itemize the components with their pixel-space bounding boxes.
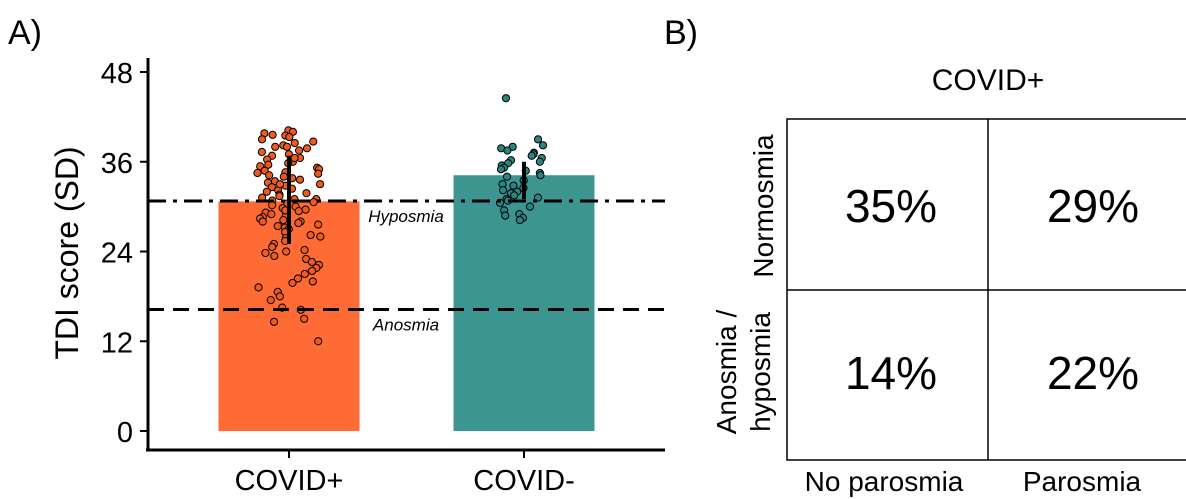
x-ticks: COVID+ COVID- bbox=[235, 450, 575, 497]
data-point bbox=[275, 180, 285, 189]
y-tick-label: 12 bbox=[101, 327, 133, 359]
y-tick-label: 24 bbox=[101, 238, 133, 270]
data-point bbox=[268, 242, 277, 252]
data-point bbox=[309, 198, 318, 207]
row-label-normosmia: Normosmia bbox=[748, 134, 779, 278]
table-title: COVID+ bbox=[932, 64, 1045, 97]
data-point bbox=[308, 277, 317, 286]
data-point bbox=[300, 245, 309, 255]
data-point bbox=[535, 157, 544, 166]
row-label-anosmia-line1: Anosmia / bbox=[711, 310, 742, 435]
data-point bbox=[290, 138, 299, 148]
data-point bbox=[268, 201, 277, 210]
data-point bbox=[267, 210, 276, 219]
data-point bbox=[533, 135, 543, 144]
data-point bbox=[262, 187, 271, 196]
data-point bbox=[538, 141, 548, 150]
data-point bbox=[502, 172, 512, 181]
cell-anosmia-parosmia: 22% bbox=[1047, 347, 1139, 399]
cell-normosmia-no-parosmia: 35% bbox=[845, 180, 937, 232]
reference-label-hyposmia: Hyposmia bbox=[368, 207, 444, 226]
data-point bbox=[294, 218, 303, 228]
data-point bbox=[309, 137, 318, 146]
data-point bbox=[509, 181, 518, 190]
data-point bbox=[265, 171, 274, 180]
data-point bbox=[279, 172, 288, 181]
data-point bbox=[314, 337, 323, 346]
data-point bbox=[253, 168, 262, 178]
column-label-parosmia: Parosmia bbox=[1023, 466, 1142, 497]
data-point bbox=[293, 274, 303, 283]
contingency-table: COVID+ 35% 29% 14% 22% No parosmia Paros… bbox=[711, 64, 1186, 497]
data-point bbox=[496, 165, 506, 174]
cell-normosmia-parosmia: 29% bbox=[1047, 180, 1139, 232]
data-point bbox=[266, 296, 275, 305]
data-point bbox=[510, 191, 519, 200]
data-point bbox=[527, 151, 536, 160]
data-point bbox=[282, 247, 291, 256]
data-point bbox=[257, 135, 267, 144]
data-point bbox=[315, 180, 325, 189]
bar bbox=[453, 175, 595, 431]
data-point bbox=[314, 220, 323, 229]
y-tick-label: 0 bbox=[117, 417, 133, 449]
data-point bbox=[257, 147, 267, 157]
reference-label-anosmia: Anosmia bbox=[372, 315, 439, 334]
data-point bbox=[294, 146, 304, 155]
data-point bbox=[306, 230, 315, 240]
data-point bbox=[279, 215, 288, 225]
data-point bbox=[258, 217, 267, 226]
data-point bbox=[285, 132, 294, 142]
data-point bbox=[515, 215, 525, 225]
panel-b-label: B) bbox=[664, 14, 698, 52]
data-point bbox=[307, 266, 317, 276]
data-point bbox=[290, 153, 299, 163]
jitter-points bbox=[253, 94, 548, 346]
data-point bbox=[294, 207, 303, 216]
data-point bbox=[525, 202, 535, 211]
column-label-no-parosmia: No parosmia bbox=[805, 466, 964, 497]
data-point bbox=[288, 278, 297, 288]
panel-a-label: A) bbox=[8, 14, 42, 52]
data-point bbox=[254, 283, 263, 292]
data-point bbox=[295, 175, 305, 184]
data-point bbox=[275, 292, 284, 301]
data-point bbox=[498, 186, 508, 195]
bar-chart: TDI score (SD) 0 12 24 36 48 Hyposmia Anosmia… bbox=[49, 58, 665, 497]
data-point bbox=[268, 130, 277, 139]
y-ticks: 0 12 24 36 48 bbox=[101, 58, 148, 449]
data-point bbox=[300, 269, 309, 279]
y-tick-label: 36 bbox=[101, 148, 133, 180]
data-point bbox=[503, 146, 512, 155]
data-point bbox=[301, 205, 310, 214]
cell-anosmia-no-parosmia: 14% bbox=[845, 347, 937, 399]
data-point bbox=[501, 211, 510, 220]
data-point bbox=[314, 169, 323, 178]
row-label-anosmia-line2: hyposmia bbox=[745, 312, 776, 432]
data-point bbox=[282, 142, 292, 151]
data-point bbox=[264, 160, 273, 169]
data-point bbox=[273, 221, 282, 231]
data-point bbox=[269, 317, 279, 326]
data-point bbox=[536, 171, 545, 180]
data-point bbox=[300, 314, 309, 323]
data-point bbox=[302, 189, 311, 198]
data-point bbox=[307, 257, 317, 267]
data-point bbox=[275, 192, 284, 201]
reference-lines: Hyposmia Anosmia bbox=[148, 199, 665, 334]
y-tick-label: 48 bbox=[101, 58, 133, 90]
y-axis-label: TDI score (SD) bbox=[49, 146, 85, 359]
data-point bbox=[261, 248, 270, 258]
error-bars bbox=[287, 155, 526, 245]
data-point bbox=[501, 94, 511, 103]
x-tick-label: COVID+ bbox=[235, 465, 344, 497]
data-point bbox=[270, 251, 279, 261]
data-point bbox=[302, 144, 312, 153]
data-point bbox=[533, 193, 543, 202]
data-point bbox=[316, 232, 325, 241]
x-tick-label: COVID- bbox=[473, 465, 575, 497]
data-point bbox=[271, 142, 280, 151]
